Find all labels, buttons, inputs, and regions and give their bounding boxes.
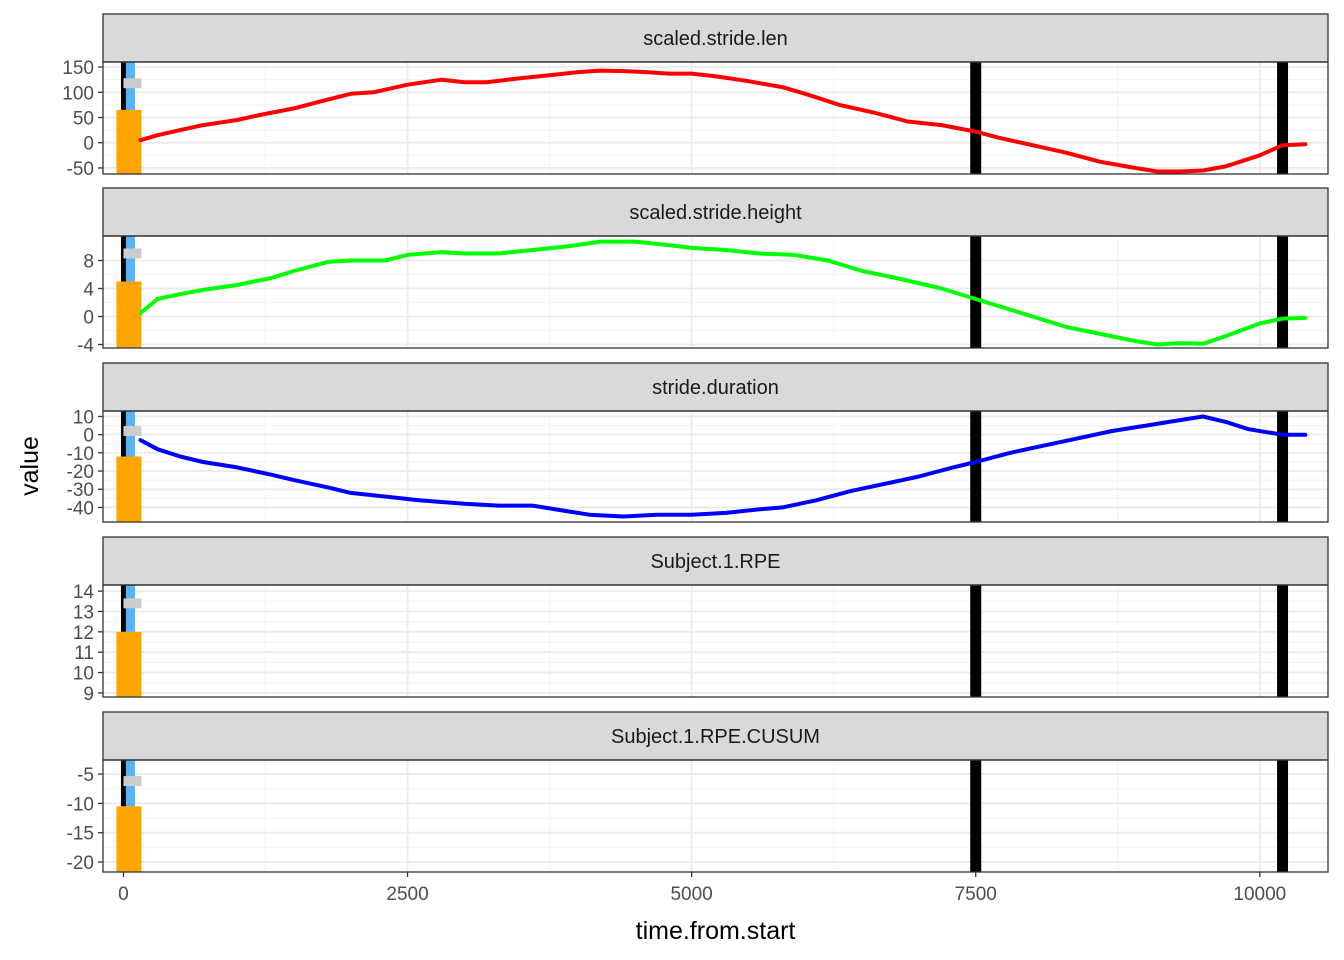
event-black-bar [120,585,126,632]
facet-panel-4: Subject.1.RPE.CUSUM -5 -10 -15 -20 [67,711,1329,874]
facet-strip [102,362,1329,412]
y-tick-label: -10 [67,444,94,465]
facet-panel-1: scaled.stride.height 8 4 0 -4 [77,187,1329,357]
x-tick-label: 7500 [955,884,997,905]
y-tick-label: 9 [83,684,94,705]
facet-strip-label: scaled.stride.len [643,28,788,50]
event-vertical-line [970,585,982,697]
facet-strip-label: scaled.stride.height [629,202,802,224]
y-tick-label: -40 [67,498,94,519]
panel-border [102,410,1329,523]
panel-border [102,584,1329,698]
y-tick-label: 13 [73,602,94,623]
event-gray-mark [123,776,142,787]
x-tick-label: 0 [118,884,129,905]
y-tick-label: -4 [77,336,94,357]
event-orange-bar [116,281,142,348]
event-orange-bar [116,456,142,522]
y-tick-label: -20 [67,462,94,483]
series-line [138,68,1308,174]
event-blue-bar [125,236,135,282]
y-tick-label: 150 [62,58,94,79]
y-tick-label: -10 [67,794,94,815]
y-tick-label: -30 [67,480,94,501]
panel-background [103,236,1328,348]
facet-strip-label: Subject.1.RPE.CUSUM [611,726,820,748]
x-tick-label: 5000 [670,884,712,905]
event-gray-mark [123,426,142,437]
x-tick-label: 10000 [1233,884,1286,905]
y-tick-label: 0 [83,134,94,155]
event-vertical-line [970,760,982,872]
event-gray-mark [123,78,142,89]
facet-panel-0: scaled.stride.len 150 100 50 0 -50 [62,13,1329,180]
panel-background [103,585,1328,697]
event-gray-mark [123,248,142,259]
y-tick-label: 11 [74,643,94,664]
event-orange-bar [116,806,142,872]
x-axis-title: time.from.start [636,917,796,945]
y-tick-label: 8 [83,252,94,273]
event-vertical-line [970,236,982,348]
x-tick-label: 2500 [386,884,428,905]
y-tick-label: 4 [83,280,94,301]
event-vertical-line [1277,585,1289,697]
y-tick-label: 14 [73,582,95,603]
panel-border [102,759,1329,873]
y-tick-label: 10 [73,407,94,428]
y-tick-label: -50 [67,159,94,180]
y-tick-label: 100 [62,83,94,104]
facet-strip [102,536,1329,586]
y-tick-label: 50 [73,108,94,129]
y-axis-title: value [16,436,44,496]
facet-panel-2: stride.duration 100-10-20-30-40 [67,362,1329,523]
event-vertical-line [970,411,982,522]
event-vertical-line [1277,236,1289,348]
event-vertical-line [1277,760,1289,872]
event-vertical-line [1277,62,1289,174]
event-orange-bar [116,109,142,174]
y-tick-label: 0 [83,308,94,329]
y-tick-label: 0 [83,426,94,447]
facet-strip [102,711,1329,761]
series-line [138,239,1308,347]
panel-background [103,760,1328,872]
event-orange-bar [116,631,142,697]
event-blue-bar [125,585,135,632]
event-vertical-line [970,62,982,174]
series-line [138,414,1308,519]
event-gray-mark [123,598,142,609]
y-tick-label: 12 [73,623,94,644]
panel-border [102,235,1329,349]
y-tick-label: -15 [67,824,94,845]
event-vertical-line [1277,411,1289,522]
facet-strip-label: Subject.1.RPE [650,551,780,573]
y-tick-label: 10 [73,664,94,685]
y-tick-label: -20 [67,853,94,874]
y-tick-label: -5 [77,765,94,786]
event-black-bar [120,236,126,282]
facet-strip [102,187,1329,237]
facet-strip-label: stride.duration [652,377,779,399]
facet-strip [102,13,1329,63]
